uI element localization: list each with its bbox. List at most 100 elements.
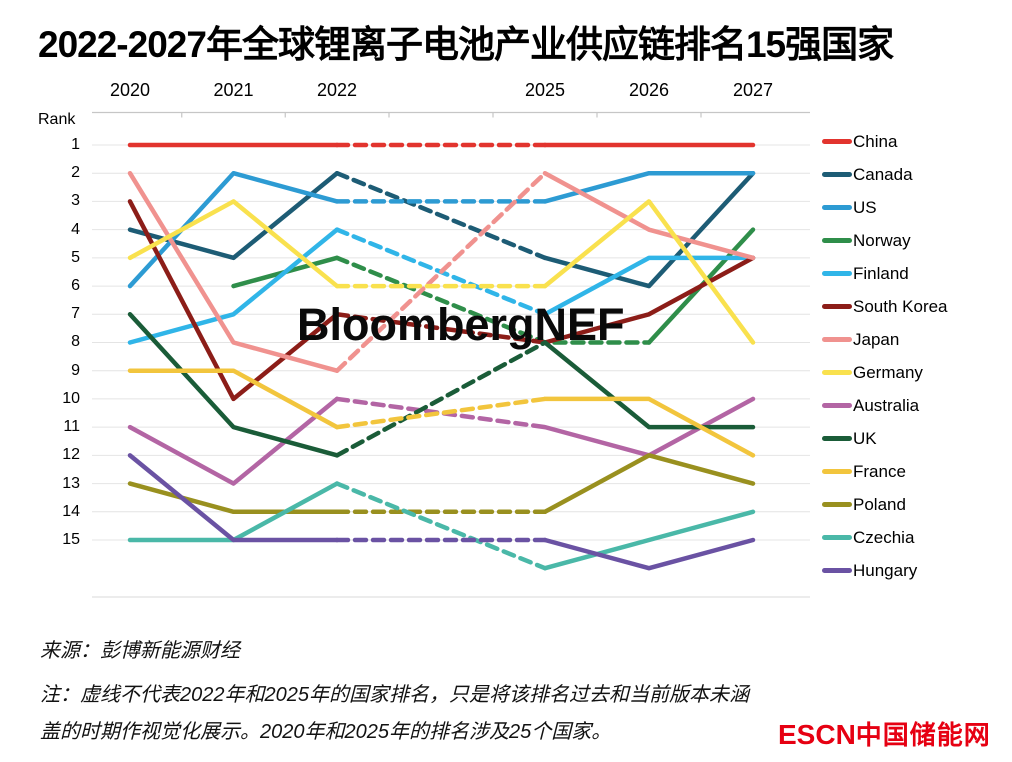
series-line-us-solid-late	[542, 170, 756, 204]
series-line-canada-solid-late	[542, 170, 756, 289]
series-line-japan-solid-early	[127, 170, 340, 373]
legend-label: Poland	[853, 494, 906, 514]
legend-swatch-icon	[822, 238, 852, 243]
series-line-poland-solid-late	[542, 453, 756, 515]
legend-item-japan: Japan	[822, 323, 948, 356]
legend-label: France	[853, 461, 906, 481]
legend-item-south-korea: South Korea	[822, 290, 948, 323]
series-line-australia-solid-early	[127, 396, 340, 486]
footer: 来源：彭博新能源财经 注：虚线不代表2022年和2025年的国家排名，只是将该排…	[40, 634, 1000, 751]
legend-label: Germany	[853, 362, 923, 382]
legend-label: Czechia	[853, 527, 915, 547]
rank-label-6: 6	[71, 277, 80, 295]
rank-axis-title: Rank	[38, 111, 76, 128]
legend-swatch-icon	[822, 535, 852, 540]
rank-label-7: 7	[71, 305, 80, 323]
year-label-2022: 2022	[316, 80, 358, 100]
rank-label-14: 14	[62, 502, 80, 520]
series-line-australia-dashed	[334, 396, 548, 430]
series-line-uk-solid-early	[127, 312, 340, 458]
series-line-japan-solid-late	[542, 170, 756, 261]
legend-item-poland: Poland	[822, 488, 948, 521]
series-line-canada-solid-early	[127, 170, 340, 261]
series-line-france-solid-late	[542, 396, 756, 458]
legend-label: South Korea	[853, 296, 948, 316]
series-line-france-solid-early	[127, 368, 340, 430]
series-line-hungary-solid-early	[127, 453, 340, 543]
legend-item-uk: UK	[822, 422, 948, 455]
legend-swatch-icon	[822, 337, 852, 342]
series-line-south-korea-solid-late	[542, 255, 756, 345]
legend-swatch-icon	[822, 568, 852, 573]
legend-item-czechia: Czechia	[822, 521, 948, 554]
source-text: 来源：彭博新能源财经	[40, 640, 240, 662]
legend-swatch-icon	[822, 403, 852, 408]
legend-swatch-icon	[822, 436, 852, 441]
legend-swatch-icon	[822, 205, 852, 210]
rank-label-11: 11	[63, 418, 80, 436]
year-label-2026: 2026	[628, 80, 670, 100]
legend-label: Hungary	[853, 560, 918, 580]
legend-swatch-icon	[822, 370, 852, 375]
series-line-us-solid-early	[127, 170, 340, 289]
rank-label-8: 8	[71, 333, 80, 351]
legend-swatch-icon	[822, 172, 852, 177]
series-line-czechia-dashed	[334, 481, 548, 571]
rank-label-4: 4	[71, 220, 80, 238]
legend: China Canada US Norway Finland South Korea Jap…	[822, 125, 948, 587]
year-label-2021: 2021	[213, 80, 254, 100]
series-line-germany-solid-late	[542, 199, 756, 345]
series-line-japan-dashed	[334, 170, 548, 373]
series-line-finland-solid-late	[542, 255, 756, 317]
legend-item-finland: Finland	[822, 257, 948, 290]
rank-label-9: 9	[71, 361, 80, 379]
legend-swatch-icon	[822, 469, 852, 474]
legend-label: Japan	[853, 329, 900, 349]
legend-item-australia: Australia	[822, 389, 948, 422]
series-line-south-korea-dashed	[334, 312, 548, 345]
escn-logo-latin: ESCN	[778, 719, 856, 750]
rank-label-10: 10	[62, 389, 80, 407]
series-line-france-dashed	[334, 396, 548, 430]
page-title: 2022-2027年全球锂离子电池产业供应链排名15强国家	[38, 24, 894, 65]
rank-label-1: 1	[71, 136, 80, 153]
series-line-poland-solid-early	[127, 481, 340, 515]
legend-item-us: US	[822, 191, 948, 224]
legend-item-hungary: Hungary	[822, 554, 948, 587]
legend-label: Norway	[853, 230, 911, 250]
series-line-czechia-solid-late	[542, 509, 756, 571]
legend-swatch-icon	[822, 502, 852, 507]
bloombergnef-watermark: BloombergNEF	[297, 299, 625, 350]
legend-swatch-icon	[822, 139, 852, 144]
rank-label-13: 13	[62, 474, 80, 492]
year-label-2027: 2027	[732, 80, 774, 100]
rank-label-5: 5	[71, 248, 80, 266]
escn-logo-chinese: 中国储能网	[855, 720, 991, 750]
legend-item-china: China	[822, 125, 948, 158]
legend-label: Australia	[853, 395, 920, 415]
year-label-2020: 2020	[109, 80, 151, 100]
series-line-uk-solid-late	[542, 340, 756, 430]
legend-swatch-icon	[822, 271, 852, 276]
rank-label-15: 15	[62, 530, 80, 548]
legend-label: China	[853, 131, 898, 151]
legend-item-france: France	[822, 455, 948, 488]
legend-item-norway: Norway	[822, 224, 948, 257]
legend-label: Canada	[853, 164, 913, 184]
legend-label: UK	[853, 428, 877, 448]
series-line-hungary-solid-late	[542, 537, 756, 571]
rank-label-2: 2	[71, 164, 80, 182]
rank-label-3: 3	[71, 192, 80, 210]
series-line-canada-dashed	[334, 170, 548, 261]
note-text-line2: 盖的时期作视觉化展示。2020年和2025年的排名涉及25个国家。	[40, 721, 612, 743]
legend-label: Finland	[853, 263, 909, 283]
legend-item-germany: Germany	[822, 356, 948, 389]
legend-label: US	[853, 197, 877, 217]
legend-swatch-icon	[822, 304, 852, 309]
note-text-line1: 注：虚线不代表2022年和2025年的国家排名，只是将该排名过去和当前版本未涵	[40, 684, 749, 706]
rank-label-12: 12	[62, 446, 80, 464]
year-label-2025: 2025	[524, 80, 566, 100]
series-line-uk-dashed	[334, 340, 548, 458]
